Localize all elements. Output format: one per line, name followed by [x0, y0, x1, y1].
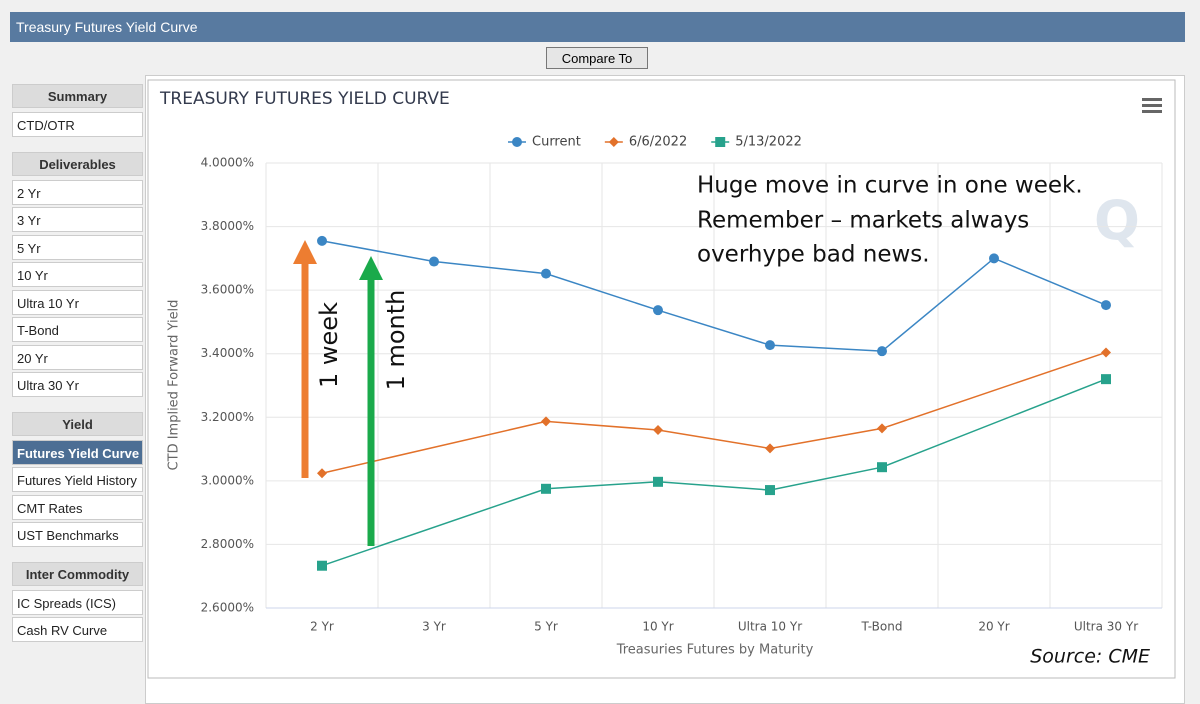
y-tick-label: 3.4000%	[201, 346, 254, 360]
point	[715, 137, 726, 147]
y-tick-label: 3.6000%	[201, 283, 254, 297]
annotation: 1 week	[315, 302, 343, 388]
point	[989, 253, 999, 264]
point	[765, 443, 775, 454]
sidebar-item[interactable]: IC Spreads (ICS)	[12, 589, 143, 615]
header-title: Treasury Futures Yield Curve	[10, 12, 1185, 42]
menu-bar	[1142, 110, 1162, 113]
point	[1101, 300, 1111, 311]
x-axis-label: Treasuries Futures by Maturity	[616, 643, 814, 658]
point	[317, 468, 327, 479]
annotation: Remember – markets always	[697, 208, 1029, 234]
annotation: 1 month	[382, 290, 410, 391]
sidebar-item[interactable]: Ultra 30 Yr	[12, 372, 143, 397]
y-tick-label: 4.0000%	[201, 156, 254, 170]
legend-label: 5/13/2022	[735, 135, 802, 150]
sidebar-item[interactable]: Ultra 10 Yr	[12, 289, 143, 315]
source-note: Source: CME	[1030, 646, 1150, 668]
x-tick-label: 5 Yr	[534, 620, 558, 634]
chart-frame	[147, 79, 1176, 679]
x-tick-label: 20 Yr	[978, 620, 1009, 634]
x-tick-label: 3 Yr	[422, 620, 446, 634]
sidebar-section: Yield	[12, 411, 143, 436]
point	[541, 268, 551, 279]
annotation: overhype bad news.	[697, 242, 930, 268]
compare-button[interactable]: Compare To	[546, 47, 648, 69]
plot: 2.6000% 2.8000% 3.0000% 3.2000% 3.4000% 3.600…	[201, 135, 1163, 634]
y-tick-label: 3.2000%	[201, 410, 254, 424]
y-tick-label: 2.8000%	[201, 537, 254, 551]
point	[765, 340, 775, 351]
point	[877, 346, 887, 357]
sidebar-item[interactable]: 3 Yr	[12, 207, 143, 232]
point	[653, 305, 663, 316]
sidebar-item[interactable]: Futures Yield Curve	[12, 439, 143, 465]
point	[765, 485, 775, 496]
series-line	[321, 351, 1107, 474]
x-tick-label: Ultra 10 Yr	[738, 620, 802, 634]
sidebar-item[interactable]: 5 Yr	[12, 234, 143, 260]
point	[653, 476, 663, 487]
watermark-logo: Q	[1094, 190, 1140, 253]
chart-title: TREASURY FUTURES YIELD CURVE	[159, 89, 450, 109]
point	[877, 423, 887, 434]
sidebar: Summary CTD/OTR Deliverables 2 Yr 3 Yr 5 Yr 10…	[12, 84, 143, 645]
chart-panel	[145, 75, 1185, 704]
point	[608, 137, 619, 147]
sidebar-item[interactable]: T-Bond	[12, 317, 143, 342]
point	[541, 416, 551, 427]
y-tick-label: 3.8000%	[201, 219, 254, 233]
point	[1101, 347, 1111, 358]
arrow-head	[359, 256, 383, 280]
y-tick-label: 2.6000%	[201, 601, 254, 615]
point	[317, 235, 327, 246]
sidebar-section: Deliverables	[12, 151, 143, 176]
sidebar-item[interactable]: UST Benchmarks	[12, 522, 143, 547]
point	[877, 462, 887, 473]
point	[1101, 374, 1111, 385]
sidebar-item[interactable]: 2 Yr	[12, 179, 143, 205]
x-tick-label: T-Bond	[861, 620, 903, 634]
point	[317, 560, 327, 571]
menu-bar	[1142, 98, 1162, 101]
arrow-head	[293, 240, 317, 264]
point	[429, 256, 439, 267]
x-tick-label: Ultra 30 Yr	[1074, 620, 1138, 634]
sidebar-section: Summary	[12, 84, 143, 108]
sidebar-item[interactable]: CMT Rates	[12, 494, 143, 520]
sidebar-item[interactable]: CTD/OTR	[12, 112, 143, 137]
annotation: Huge move in curve in one week.	[697, 173, 1083, 199]
menu-icon[interactable]	[1142, 98, 1162, 113]
point	[512, 137, 522, 147]
menu-bar	[1142, 104, 1162, 107]
sidebar-item[interactable]: 10 Yr	[12, 262, 143, 287]
sidebar-section: Inter Commodity	[12, 561, 143, 586]
sidebar-item[interactable]: 20 Yr	[12, 344, 143, 370]
legend-label: Current	[532, 135, 581, 150]
x-tick-label: 2 Yr	[310, 620, 334, 634]
y-tick-label: 3.0000%	[201, 473, 254, 487]
point	[653, 425, 663, 435]
point	[541, 483, 551, 494]
sidebar-item[interactable]: Futures Yield History	[12, 467, 143, 492]
series-line	[321, 378, 1107, 567]
y-axis-label: CTD Implied Forward Yield	[167, 300, 182, 471]
x-tick-label: 10 Yr	[642, 620, 673, 634]
sidebar-item[interactable]: Cash RV Curve	[12, 617, 143, 642]
series-line	[321, 240, 1107, 352]
legend-label: 6/6/2022	[629, 135, 687, 150]
